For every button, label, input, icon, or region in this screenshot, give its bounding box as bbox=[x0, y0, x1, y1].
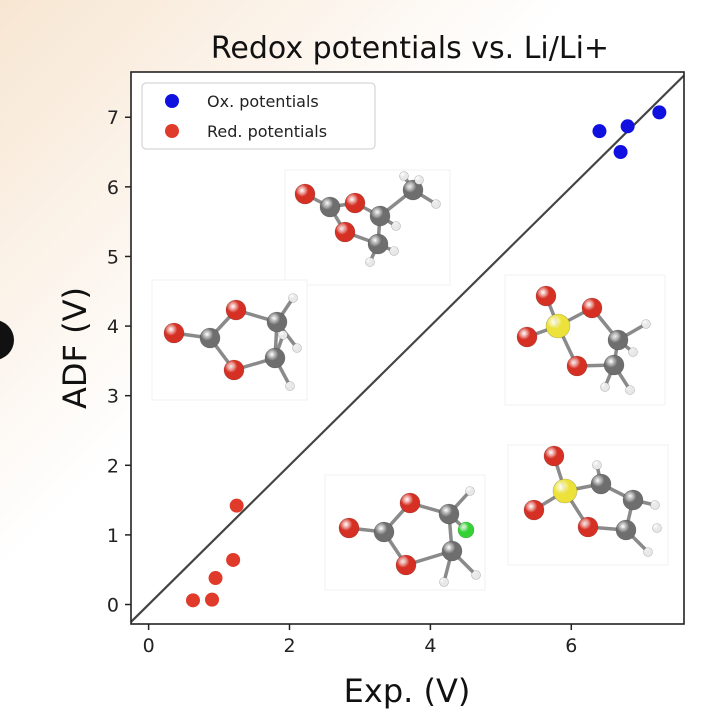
x-axis-label: Exp. (V) bbox=[344, 672, 471, 710]
atom-O bbox=[338, 517, 360, 539]
x-tick-label: 0 bbox=[143, 635, 155, 657]
atom-H bbox=[641, 319, 651, 329]
atom-O bbox=[516, 326, 538, 348]
y-axis-label: ADF (V) bbox=[56, 287, 94, 409]
atom-H bbox=[292, 343, 302, 353]
ox-potential-point bbox=[613, 145, 628, 160]
atom-H bbox=[278, 330, 288, 340]
atom-O bbox=[294, 183, 316, 205]
molecule-inset bbox=[507, 444, 669, 566]
y-tick-label: 1 bbox=[107, 525, 119, 547]
ox-potential-point bbox=[592, 124, 607, 139]
atom-H bbox=[399, 171, 409, 181]
atom-H bbox=[600, 382, 610, 392]
red-potential-point bbox=[226, 552, 241, 567]
atom-H bbox=[643, 547, 653, 557]
molecule-insets bbox=[151, 169, 669, 591]
atom-H bbox=[592, 460, 602, 470]
atom-O bbox=[223, 359, 245, 381]
molecule-inset bbox=[151, 279, 308, 401]
y-tick-label: 7 bbox=[107, 107, 119, 129]
molecule-inset bbox=[284, 169, 451, 286]
red-potential-point bbox=[205, 592, 220, 607]
x-tick-label: 2 bbox=[283, 635, 295, 657]
atom-H bbox=[652, 523, 662, 533]
atom-C bbox=[373, 521, 395, 543]
atom-O bbox=[334, 221, 356, 243]
red-potential-point bbox=[229, 498, 244, 513]
x-tick-label: 4 bbox=[424, 635, 436, 657]
atom-C bbox=[590, 473, 612, 495]
red-potential-point bbox=[185, 593, 200, 608]
atom-C bbox=[367, 233, 389, 255]
red-potential-point bbox=[208, 571, 223, 586]
atom-H bbox=[439, 577, 449, 587]
atom-O bbox=[566, 355, 588, 377]
y-tick-label: 5 bbox=[107, 246, 119, 268]
y-tick-label: 0 bbox=[107, 595, 119, 617]
molecule-inset bbox=[504, 274, 666, 406]
legend-label-red: Red. potentials bbox=[207, 122, 327, 141]
y-tick-label: 3 bbox=[107, 386, 119, 408]
chart-title: Redox potentials vs. Li/Li+ bbox=[211, 31, 609, 66]
atom-H bbox=[389, 246, 399, 256]
atom-C bbox=[622, 489, 644, 511]
atom-H bbox=[625, 385, 635, 395]
atom-H bbox=[431, 199, 441, 209]
atom-O bbox=[523, 499, 545, 521]
atom-C bbox=[266, 311, 288, 333]
atom-O bbox=[225, 299, 247, 321]
decorative-dot bbox=[0, 320, 14, 360]
atom-O bbox=[163, 322, 185, 344]
atom-H bbox=[414, 175, 424, 185]
atom-H bbox=[628, 347, 638, 357]
legend-marker-red bbox=[165, 124, 179, 138]
legend-label-ox: Ox. potentials bbox=[207, 92, 319, 111]
atom-C bbox=[369, 205, 391, 227]
plot-frame bbox=[130, 71, 685, 625]
atom-H bbox=[650, 500, 660, 510]
y-tick-label: 4 bbox=[107, 316, 119, 338]
atom-C bbox=[607, 329, 629, 351]
atom-C bbox=[264, 347, 286, 369]
atom-O bbox=[543, 445, 565, 467]
atom-O bbox=[535, 285, 557, 307]
atom-O bbox=[581, 297, 603, 319]
legend: Ox. potentials Red. potentials bbox=[141, 82, 376, 150]
atom-O bbox=[344, 192, 366, 214]
data-points bbox=[185, 105, 667, 608]
atom-F bbox=[457, 521, 475, 539]
y-tick-label: 2 bbox=[107, 455, 119, 477]
atom-O bbox=[399, 492, 421, 514]
molecule-inset bbox=[324, 474, 486, 591]
atom-H bbox=[285, 381, 295, 391]
legend-marker-ox bbox=[165, 94, 179, 108]
atom-S bbox=[552, 478, 578, 504]
atom-C bbox=[441, 540, 463, 562]
atom-C bbox=[603, 354, 625, 376]
reference-line bbox=[130, 74, 685, 623]
ox-potential-point bbox=[620, 119, 635, 134]
y-tick-label: 6 bbox=[107, 177, 119, 199]
axis-ticks: 0 2 4 6 0 1 2 3 4 5 6 7 bbox=[107, 107, 577, 657]
atom-H bbox=[365, 257, 375, 267]
atom-C bbox=[615, 519, 637, 541]
atom-O bbox=[577, 516, 599, 538]
atom-C bbox=[319, 196, 341, 218]
atom-C bbox=[438, 503, 460, 525]
atom-S bbox=[545, 313, 571, 339]
atom-C bbox=[199, 327, 221, 349]
legend-box bbox=[141, 82, 376, 150]
atom-H bbox=[471, 570, 481, 580]
atom-C bbox=[402, 179, 424, 201]
atom-H bbox=[288, 293, 298, 303]
atom-H bbox=[465, 486, 475, 496]
ox-potential-point bbox=[652, 105, 667, 120]
atom-O bbox=[395, 554, 417, 576]
x-tick-label: 6 bbox=[565, 635, 577, 657]
atom-H bbox=[391, 221, 401, 231]
